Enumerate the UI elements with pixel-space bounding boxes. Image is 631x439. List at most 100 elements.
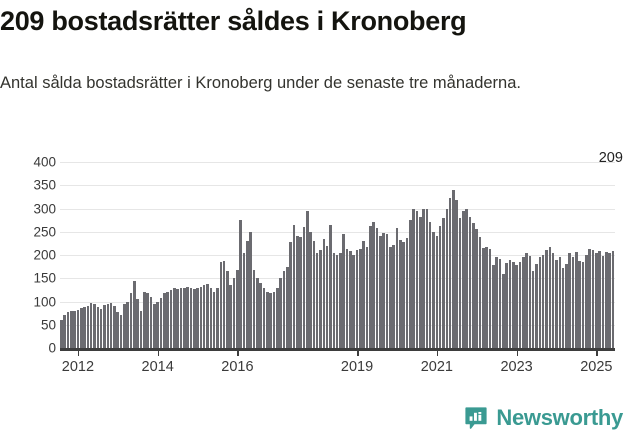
bar	[498, 258, 502, 348]
x-axis-ticks: 2012 2014 2016 2019 2021 2023 2025	[60, 350, 615, 390]
bar	[412, 208, 415, 348]
bar	[502, 273, 505, 348]
bar	[189, 288, 193, 348]
bar-series	[60, 162, 615, 348]
y-axis-tick-label: 100	[33, 294, 56, 309]
bar	[385, 233, 389, 348]
bar	[332, 252, 336, 348]
bar	[392, 244, 395, 348]
bar	[398, 240, 402, 348]
bar	[76, 309, 80, 348]
bar	[558, 256, 562, 348]
bar	[611, 250, 615, 348]
x-axis-tick-label: 2012	[61, 359, 95, 375]
bar	[222, 260, 226, 348]
bar	[106, 304, 110, 348]
bar	[402, 241, 405, 348]
gridline	[60, 162, 615, 163]
bar	[143, 292, 146, 348]
bar	[425, 209, 429, 348]
bar	[236, 269, 239, 348]
x-axis-tick-label: 2021	[420, 359, 453, 375]
bar	[163, 293, 166, 348]
bar	[279, 278, 282, 348]
bar	[458, 217, 462, 348]
bar	[295, 236, 299, 348]
bar	[109, 303, 113, 348]
bar	[196, 287, 199, 348]
bar	[548, 246, 552, 348]
bar	[601, 255, 605, 348]
bar	[96, 307, 100, 348]
bar	[86, 306, 90, 348]
bar	[149, 296, 153, 348]
bar	[129, 293, 133, 348]
x-axis-tick-label: 2025	[580, 359, 613, 375]
bar	[598, 251, 601, 348]
bar	[322, 238, 326, 348]
page-title: 209 bostadsrätter såldes i Kronoberg	[0, 6, 467, 36]
bar	[329, 224, 332, 348]
bar	[415, 210, 419, 348]
bar	[488, 249, 492, 348]
bar	[538, 257, 542, 348]
y-axis-tick-label: 150	[33, 270, 56, 286]
bar	[588, 249, 591, 348]
bar	[561, 268, 565, 348]
bar	[525, 252, 528, 348]
bar	[591, 250, 595, 348]
bar	[445, 208, 449, 348]
x-axis-tick-label: 2023	[500, 359, 533, 375]
bar	[571, 256, 575, 348]
y-axis-tick-label: 250	[33, 224, 56, 240]
bar	[428, 222, 432, 348]
bar	[465, 208, 469, 348]
x-axis-tick-label: 2016	[221, 359, 254, 375]
x-axis-tick-mark	[157, 350, 160, 356]
x-axis-tick-mark	[436, 350, 439, 356]
bar	[226, 271, 229, 348]
bar	[521, 257, 525, 348]
bar	[442, 217, 445, 348]
bar	[541, 255, 545, 348]
bar	[83, 307, 86, 348]
x-axis-tick-mark	[77, 350, 80, 356]
bar	[176, 289, 179, 348]
newsworthy-wordmark: Newsworthy	[496, 405, 623, 430]
x-axis-tick-mark	[596, 350, 598, 356]
bar	[276, 287, 279, 348]
highlight-value-label: 209	[598, 150, 623, 166]
bar	[345, 249, 349, 348]
bar	[136, 299, 139, 348]
bar	[608, 253, 611, 348]
bar	[535, 264, 538, 348]
bar	[69, 310, 73, 348]
bar	[515, 265, 518, 348]
bar	[259, 282, 262, 348]
gridline	[60, 208, 615, 210]
bar	[266, 292, 269, 348]
bar	[242, 252, 246, 348]
x-axis-tick-label: 2014	[141, 359, 174, 375]
bar	[199, 286, 203, 348]
bar	[79, 308, 83, 348]
bar	[169, 289, 173, 348]
bar	[448, 198, 452, 348]
bar	[568, 252, 572, 348]
bar	[182, 287, 186, 348]
bar	[66, 311, 70, 348]
bar	[252, 269, 256, 348]
bar	[312, 241, 316, 348]
bar	[511, 261, 515, 348]
gridline	[60, 231, 615, 233]
bar	[116, 311, 120, 348]
bar	[60, 320, 63, 348]
bar	[123, 303, 126, 348]
bar	[325, 245, 329, 348]
bar	[73, 310, 76, 348]
bar	[239, 220, 243, 348]
bar	[166, 292, 169, 348]
page-subtitle: Antal sålda bostadsrätter i Kronoberg un…	[0, 74, 521, 92]
x-axis-tick-mark	[237, 350, 239, 356]
bar-chart-bubble-icon	[464, 406, 488, 430]
